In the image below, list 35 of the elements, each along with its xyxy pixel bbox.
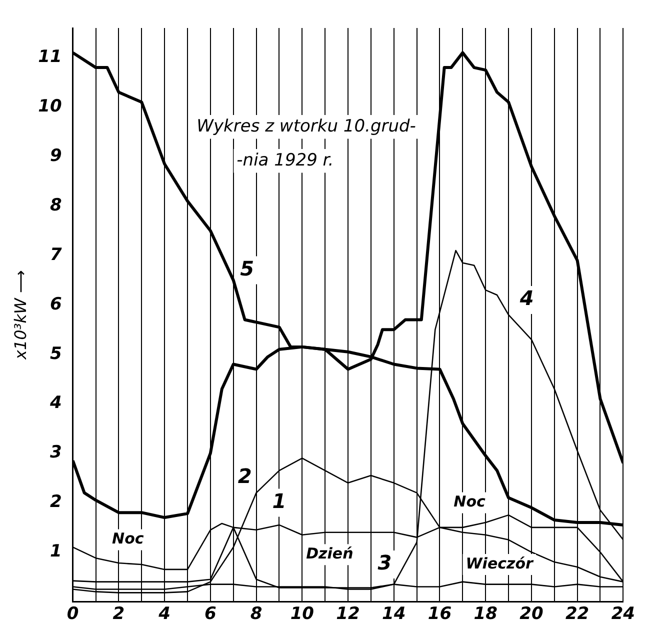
series-label: 5 xyxy=(240,256,254,280)
series-label: 4 xyxy=(518,286,534,310)
x-tick-label: 24 xyxy=(611,604,636,624)
x-tick-label: 18 xyxy=(474,604,498,624)
x-tick-label: 20 xyxy=(520,604,544,624)
x-tick-label: 22 xyxy=(565,604,590,624)
text: Wykres z wtorku 10.grud- -nia 1929 r. xyxy=(196,116,416,170)
annotation: Noc xyxy=(112,530,144,548)
x-tick-label: 6 xyxy=(204,604,217,624)
x-tick-label: 8 xyxy=(250,604,262,624)
x-tick-label: 4 xyxy=(158,604,170,624)
y-tick-label: 5 xyxy=(50,344,62,364)
y-tick-label: 6 xyxy=(50,294,62,314)
y-tick-label: 7 xyxy=(50,244,62,265)
y-tick-label: 10 xyxy=(38,96,62,117)
y-tick-label: 8 xyxy=(50,195,62,216)
annotation: Wieczór xyxy=(466,554,535,572)
x-tick-label: 10 xyxy=(290,604,314,624)
x-tick-label: 16 xyxy=(428,604,452,624)
y-tick-label: 11 xyxy=(38,47,62,68)
y-tick-label: 4 xyxy=(49,393,62,414)
y-tick-label: 2 xyxy=(50,492,62,512)
x-tick-label: 14 xyxy=(382,604,406,624)
x-tick-label: 12 xyxy=(336,604,360,624)
series-label: 1 xyxy=(272,488,286,513)
series-label: 2 xyxy=(238,464,252,488)
annotation: Dzień xyxy=(306,544,354,563)
y-axis-title: x10³kW ⟶ xyxy=(10,270,30,360)
x-tick-label: 2 xyxy=(112,604,125,624)
x-tick-label: 0 xyxy=(66,604,79,624)
series-label: 3 xyxy=(378,550,392,575)
annotation: Noc xyxy=(454,492,486,511)
y-tick-label: 3 xyxy=(50,442,62,463)
y-tick-label: 1 xyxy=(50,542,62,562)
y-tick-label: 9 xyxy=(50,146,62,166)
